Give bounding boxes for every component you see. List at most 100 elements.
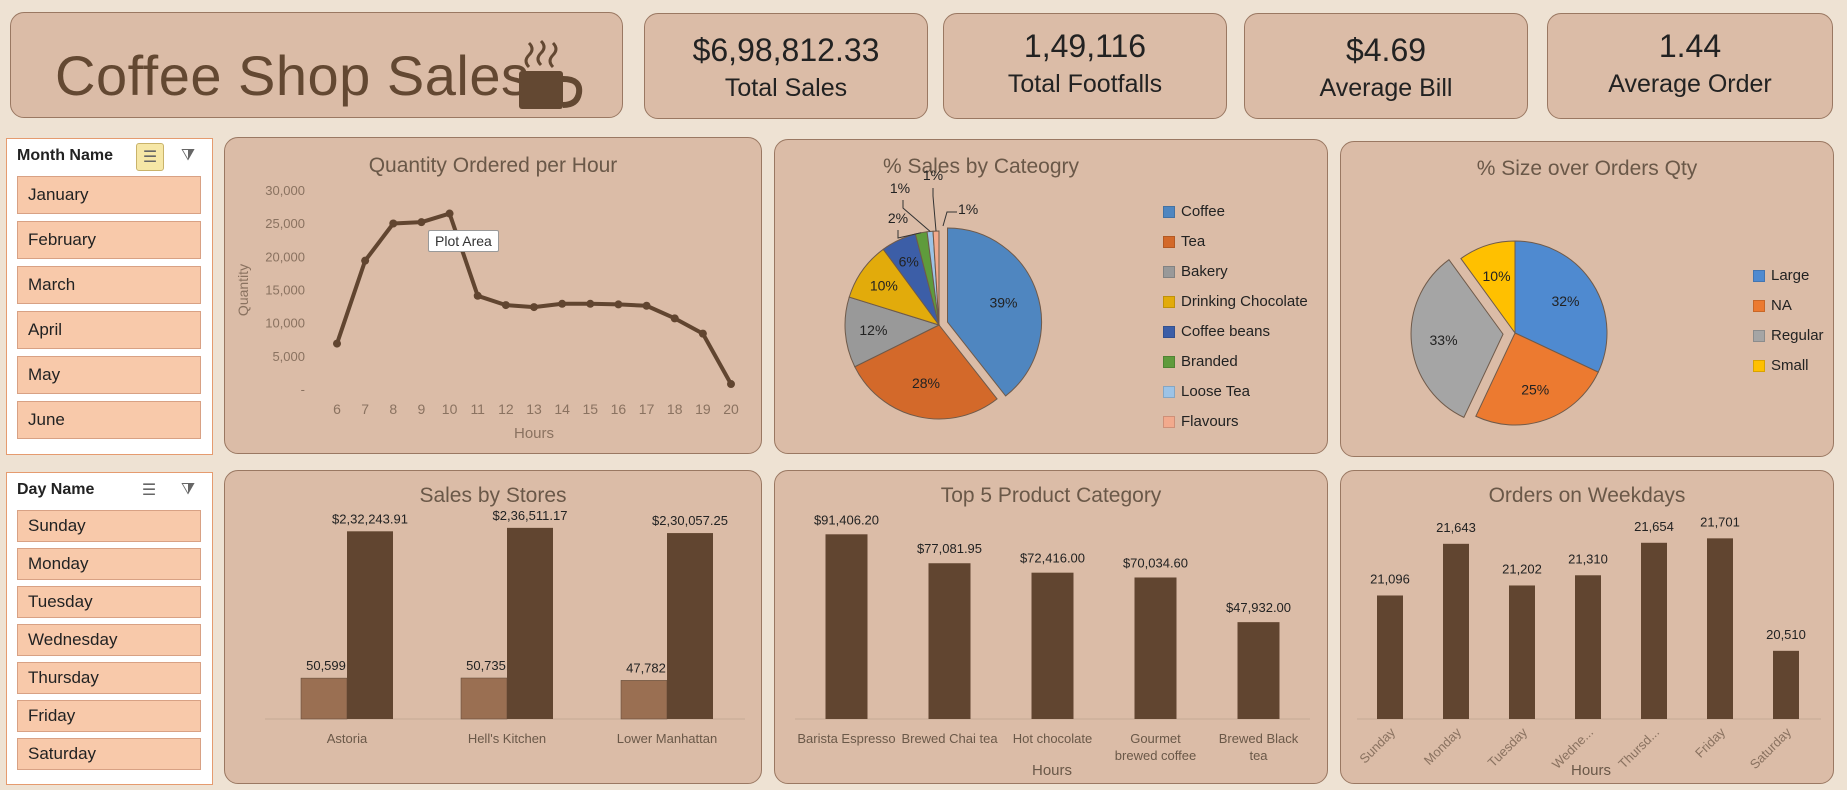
x-tick-label: Lower Manhattan: [617, 731, 717, 746]
x-tick-label: Hot chocolate: [1013, 731, 1093, 746]
kpi-value: 1,49,116: [1023, 28, 1147, 64]
x-tick-label: 17: [639, 401, 655, 417]
pie-slice-small: [1460, 240, 1516, 335]
y-tick-label: 25,000: [265, 216, 305, 231]
y-tick-label: 30,000: [265, 183, 305, 198]
bar-sales: [507, 527, 553, 719]
data-label: 21,202: [1502, 561, 1542, 576]
data-label: 47,782: [626, 660, 666, 675]
legend-label: Branded: [1181, 353, 1238, 370]
pie-slice-large: [1514, 240, 1608, 373]
legend-label: Bakery: [1181, 263, 1228, 280]
leader-line: [932, 188, 937, 232]
data-point: [698, 329, 707, 338]
kpi-value: 1.44: [1658, 28, 1722, 64]
slice-label: 32%: [1551, 293, 1579, 309]
slicer-item-sunday[interactable]: Sunday: [17, 510, 201, 542]
multi-select-icon[interactable]: ☰: [136, 143, 164, 171]
size-pie-chart[interactable]: 32% 25% 33% 10%: [1341, 142, 1835, 458]
data-label: 21,701: [1700, 514, 1740, 529]
data-point: [501, 301, 510, 310]
legend-swatch: [1753, 329, 1765, 342]
legend-label: Loose Tea: [1181, 383, 1250, 400]
slicer-item-june[interactable]: June: [17, 401, 201, 439]
chart-title: Sales by Stores: [419, 484, 567, 507]
pie-slice-tea: [854, 324, 998, 420]
kpi-value: $6,98,812.33: [692, 32, 880, 68]
pie-slice-coffee: [947, 227, 1042, 397]
chart-title: % Size over Orders Qty: [1476, 157, 1698, 180]
clear-filter-icon[interactable]: ⧩: [180, 147, 196, 164]
x-tick-label: 13: [526, 401, 542, 417]
legend-item: Flavours: [1163, 413, 1239, 430]
pie-slice-regular: [1410, 259, 1504, 419]
x-tick-label: 7: [361, 401, 369, 417]
slicer-item-january[interactable]: January: [17, 176, 201, 214]
slice-label: 1%: [923, 167, 943, 183]
multi-select-icon[interactable]: ☰: [141, 482, 157, 499]
slicer-item-march[interactable]: March: [17, 266, 201, 304]
legend-item: NA: [1753, 297, 1792, 314]
legend-label: Tea: [1181, 233, 1206, 250]
data-label: $77,081.95: [917, 541, 982, 556]
coffee-cup-icon: [519, 39, 583, 109]
qty-per-hour-card: Quantity Ordered per Hour - 5,000 10,000 15…: [224, 137, 762, 454]
line-chart[interactable]: - 5,000 10,000 15,000 20,000 25,000 30,000 6 7 8 9…: [225, 138, 763, 455]
x-tick-label: Barista Espresso: [797, 731, 895, 746]
slice-label: 2%: [888, 210, 908, 226]
slicer-item-wednesday[interactable]: Wednesday: [17, 624, 201, 656]
x-axis-label: Hours: [1032, 762, 1072, 779]
chart-title: % Sales by Cateogry: [882, 155, 1080, 178]
day-slicer: Day Name ☰ ⧩ Sunday Monday Tuesday Wednesda…: [6, 472, 213, 785]
kpi-label: Total Footfalls: [1007, 70, 1163, 98]
legend-swatch: [1163, 385, 1175, 398]
clear-filter-icon[interactable]: ⧩: [180, 481, 196, 498]
legend-item: Drinking Chocolate: [1163, 293, 1308, 310]
y-tick-label: 15,000: [265, 283, 305, 298]
x-tick-label: 8: [389, 401, 397, 417]
legend-swatch: [1163, 205, 1175, 218]
bar: [1237, 622, 1280, 719]
x-tick-label: Friday: [1692, 724, 1728, 760]
slicer-item-april[interactable]: April: [17, 311, 201, 349]
data-label: $2,36,511.17: [493, 508, 568, 523]
bar: [1134, 577, 1177, 719]
top5-bar-chart[interactable]: $91,406.20 Barista Espresso $77,081.95 Brew…: [775, 471, 1329, 785]
size-over-orders-card: % Size over Orders Qty 32% 25% 33% 10% Larg…: [1340, 141, 1834, 457]
slicer-item-friday[interactable]: Friday: [17, 700, 201, 732]
pie-slice-na: [1475, 332, 1599, 426]
x-tick-label: 9: [418, 401, 426, 417]
legend-item: Tea: [1163, 233, 1205, 250]
leader-line: [902, 200, 931, 232]
slicer-item-thursday[interactable]: Thursday: [17, 662, 201, 694]
slice-label: 1%: [958, 201, 978, 217]
kpi-label: Total Sales: [724, 74, 848, 102]
legend-swatch: [1163, 415, 1175, 428]
y-axis-label: Quantity: [235, 264, 251, 316]
bar: [825, 534, 868, 719]
legend-label: Small: [1771, 357, 1809, 374]
page-title: Coffee Shop Sales: [55, 44, 530, 107]
legend-swatch: [1163, 325, 1175, 338]
data-point: [727, 380, 735, 389]
bar: [1509, 585, 1535, 719]
category-pie-chart[interactable]: 39% 28% 12% 10%6% 2% 1% 1% 1%: [775, 140, 1329, 455]
stores-bar-chart[interactable]: 50,599 $2,32,243.91 Astoria 50,735 $2,36,511…: [225, 471, 763, 785]
data-label: $91,406.20: [814, 512, 879, 527]
bar: [1031, 572, 1074, 719]
y-tick-label: 20,000: [265, 249, 305, 264]
slicer-item-may[interactable]: May: [17, 356, 201, 394]
weekday-bar-chart[interactable]: 21,096 Sunday 21,643 Monday 21,202 Tuesday 21,…: [1341, 471, 1835, 785]
title-card: Coffee Shop Sales: [10, 12, 623, 118]
slicer-item-saturday[interactable]: Saturday: [17, 738, 201, 770]
slicer-item-february[interactable]: February: [17, 221, 201, 259]
slicer-item-tuesday[interactable]: Tuesday: [17, 586, 201, 618]
leader-line: [942, 211, 957, 227]
data-point: [642, 301, 651, 310]
bar-footfalls: [620, 680, 668, 720]
x-tick-label: 16: [611, 401, 627, 417]
slicer-item-monday[interactable]: Monday: [17, 548, 201, 580]
slice-label: 10%: [870, 278, 898, 294]
legend-swatch: [1753, 269, 1765, 282]
x-tick-label: Thursd...: [1615, 725, 1662, 772]
